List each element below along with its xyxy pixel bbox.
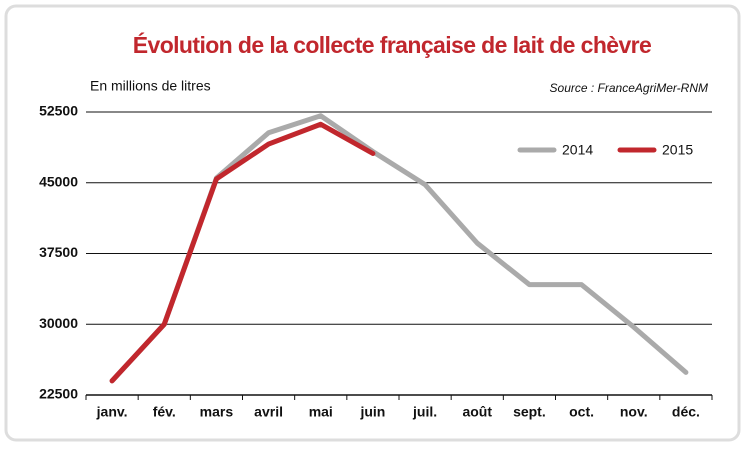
y-tick-label: 45000 [39,173,78,189]
x-tick-label: fév. [153,404,176,420]
x-tick-label: mars [200,404,234,420]
y-tick-label: 52500 [39,103,78,119]
x-tick-label: nov. [620,404,648,420]
x-tick-label: mai [309,404,333,420]
y-tick-label: 22500 [39,386,78,402]
x-tick-label: août [462,404,492,420]
chart-title: Évolution de la collecte française de la… [133,31,651,58]
legend-label: 2014 [562,142,593,158]
x-tick-label: oct. [569,404,594,420]
frame [4,4,741,442]
x-tick-label: janv. [96,404,128,420]
y-tick-label: 37500 [39,244,78,260]
source: Source : FranceAgriMer-RNM [550,81,708,95]
legend-label: 2015 [662,142,693,158]
x-tick-label: déc. [672,404,700,420]
x-tick-label: juil. [412,404,437,420]
x-tick-label: avril [254,404,283,420]
series-line [109,121,376,384]
y-axis-label: En millions de litres [90,78,211,94]
x-tick-label: sept. [513,404,546,420]
y-tick-label: 30000 [39,315,78,331]
x-tick-label: juin [359,404,385,420]
